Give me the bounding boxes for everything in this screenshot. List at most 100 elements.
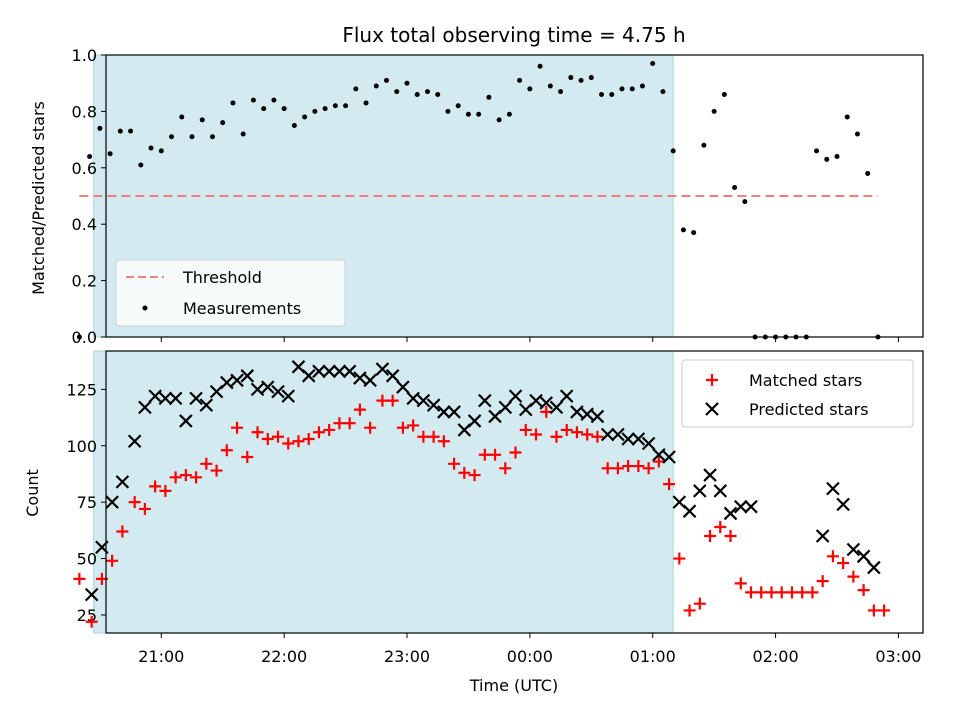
measurement-point <box>281 106 287 112</box>
matched-star-point <box>149 480 162 493</box>
measurement-point <box>312 108 318 114</box>
matched-star-point <box>73 572 86 585</box>
predicted-star-point <box>158 391 173 406</box>
predicted-star-point <box>652 447 666 462</box>
measurement-point <box>271 97 277 103</box>
measurement-point <box>291 123 297 128</box>
measurement-point <box>537 63 543 69</box>
matched-star-point <box>796 586 809 599</box>
matched-star-point <box>376 394 389 407</box>
measurement-point <box>599 91 605 97</box>
measurement-point <box>117 128 123 134</box>
measurement-point <box>128 128 134 134</box>
predicted-star-point <box>641 436 656 451</box>
matched-star-point <box>323 423 336 436</box>
measurement-point <box>302 114 308 120</box>
matched-star-point <box>847 570 860 583</box>
predicted-star-point <box>846 542 861 557</box>
matched-star-point <box>878 604 891 617</box>
measurement-point <box>414 91 420 97</box>
chart-title: Flux total observing time = 4.75 h <box>342 23 685 47</box>
count-y-tick-label: 75 <box>77 493 97 512</box>
matched-star-point <box>632 460 645 473</box>
ratio-y-tick-label: 0.0 <box>72 328 97 347</box>
predicted-star-point <box>744 499 758 514</box>
predicted-star-point <box>396 380 410 394</box>
predicted-star-point <box>467 414 482 428</box>
matched-star-point <box>837 557 850 570</box>
predicted-star-point <box>631 432 646 446</box>
measurement-point <box>332 103 338 109</box>
matched-star-point <box>714 520 727 533</box>
predicted-star-point <box>148 389 162 403</box>
predicted-star-point <box>570 405 584 419</box>
measurement-point <box>476 111 482 117</box>
matched-star-point <box>570 426 583 439</box>
matched-star-point <box>458 466 471 479</box>
predicted-star-point <box>447 405 461 419</box>
measurement-point <box>138 162 144 168</box>
predicted-star-point <box>332 364 347 379</box>
measurement-point <box>158 148 164 154</box>
measurement-point <box>629 86 635 92</box>
matched-star-point <box>169 471 182 484</box>
count-y-tick-label: 50 <box>77 550 97 569</box>
count-panel-frame <box>105 350 924 634</box>
measurement-point <box>322 106 328 112</box>
predicted-star-point <box>189 391 203 406</box>
measurement-point <box>650 60 656 66</box>
predicted-star-point <box>240 369 255 383</box>
matched-legend-label: Matched stars <box>749 371 862 390</box>
measurement-point <box>701 142 707 148</box>
matched-star-point <box>601 462 614 475</box>
predicted-star-point <box>815 529 830 543</box>
measurement-point <box>834 154 840 160</box>
predicted-star-point <box>250 382 265 397</box>
matched-star-point <box>272 430 284 443</box>
predicted-star-point <box>179 414 193 428</box>
predicted-star-point <box>301 369 316 383</box>
ratio-panel: 0.0 0.2 0.4 0.6 0.8 1.0 Matched/Predicted sta… <box>29 46 924 347</box>
matched-star-point <box>312 426 325 439</box>
measurement-point <box>465 111 471 117</box>
predicted-star-points <box>84 360 881 602</box>
matched-star-point <box>241 451 254 464</box>
matched-star-point <box>200 457 213 470</box>
measurement-point <box>691 230 697 236</box>
matched-star-point <box>611 462 624 475</box>
measurement-point <box>506 111 512 117</box>
matched-star-point <box>755 586 768 599</box>
measurement-point <box>189 134 195 140</box>
count-x-ticks: 21:00 22:00 23:00 00:00 01:00 02:00 03:00 <box>138 633 921 666</box>
predicted-star-point <box>580 407 594 421</box>
matched-star-point <box>724 529 737 542</box>
count-x-tick-label: 00:00 <box>507 647 553 666</box>
measurement-point <box>844 114 850 120</box>
matched-star-point <box>417 430 430 443</box>
matched-star-point <box>734 577 747 590</box>
ratio-y-tick-label: 1.0 <box>72 46 97 65</box>
measurement-point <box>558 89 564 95</box>
measurement-point <box>455 103 461 109</box>
predicted-star-point <box>271 384 285 399</box>
measurement-point <box>97 125 103 131</box>
measurement-point <box>639 83 645 89</box>
matched-star-point <box>116 525 129 538</box>
matched-star-point <box>210 464 223 477</box>
matched-star-point <box>437 435 450 448</box>
matched-star-point <box>806 586 819 599</box>
predicted-star-point <box>713 484 728 498</box>
matched-star-point <box>857 584 870 597</box>
matched-star-point <box>509 446 522 459</box>
matched-star-point <box>386 394 399 407</box>
measurement-point <box>445 108 451 114</box>
matched-star-point <box>261 432 274 445</box>
predicted-star-point <box>385 369 400 383</box>
matched-star-point <box>765 586 778 599</box>
matched-star-point <box>693 597 706 610</box>
matched-legend-marker <box>706 374 718 386</box>
matched-star-point <box>128 496 141 509</box>
matched-star-point <box>775 586 788 599</box>
